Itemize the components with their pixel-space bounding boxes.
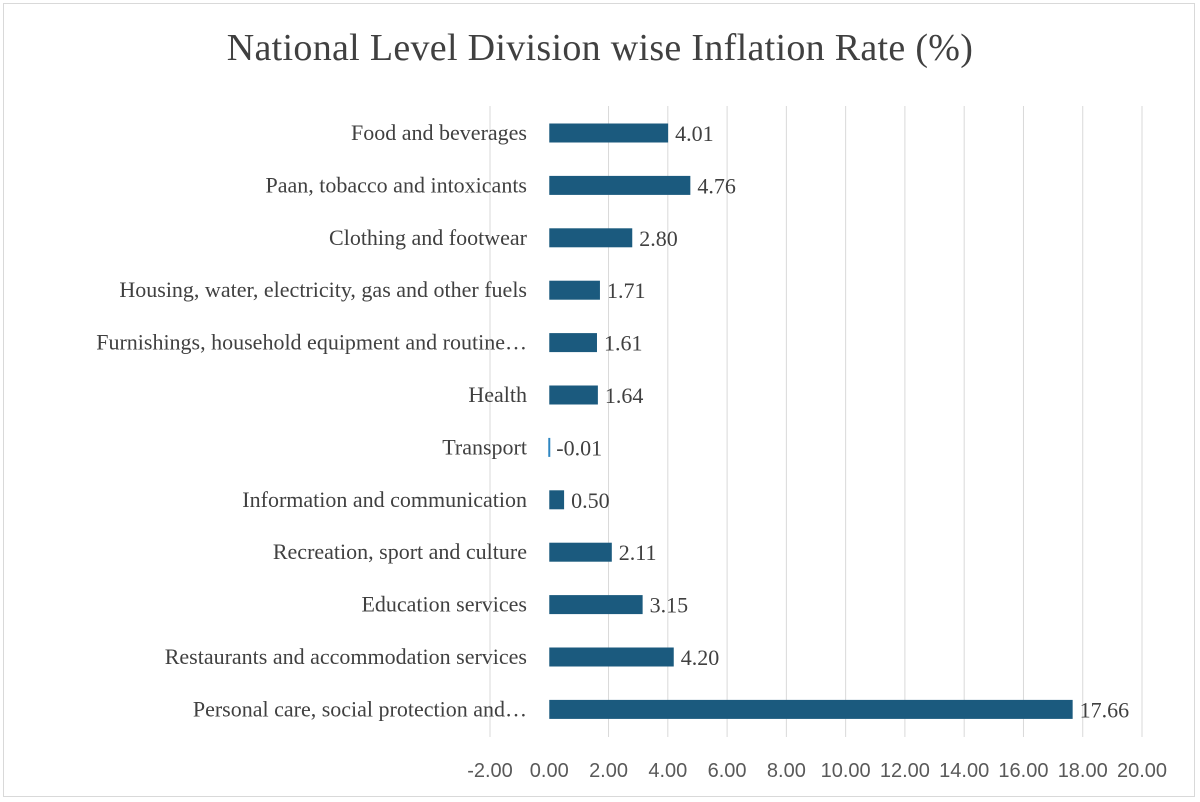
bar [549, 490, 565, 510]
category-label: Furnishings, household equipment and rou… [96, 330, 527, 355]
x-axis-ticks: -2.00 0.00 2.00 4.00 6.00 8.00 10.00 12.00 14.00… [467, 760, 1167, 782]
category-label: Personal care, social protection and… [193, 696, 527, 721]
category-labels: Food and beverages Paan, tobacco and into… [96, 120, 527, 721]
bar [549, 699, 1073, 719]
category-label: Housing, water, electricity, gas and oth… [119, 277, 527, 302]
bar [548, 437, 551, 457]
category-label: Education services [361, 592, 527, 617]
bar [549, 595, 643, 615]
x-tick-label: 18.00 [1058, 760, 1108, 782]
x-tick-label: 4.00 [648, 760, 687, 782]
data-label: -0.01 [556, 435, 602, 460]
category-label: Food and beverages [351, 120, 527, 145]
data-label: 2.80 [639, 226, 678, 251]
category-label: Recreation, sport and culture [273, 539, 527, 564]
data-label: 3.15 [650, 593, 689, 618]
data-label: 1.64 [605, 383, 644, 408]
bar [549, 647, 674, 667]
category-label: Health [468, 382, 527, 407]
data-label: 2.11 [619, 540, 657, 565]
data-label: 1.61 [604, 331, 643, 356]
data-label: 1.71 [607, 278, 646, 303]
gridlines [489, 106, 1143, 737]
bar [549, 175, 691, 195]
bar [549, 333, 597, 353]
value-labels: 4.01 4.76 2.80 1.71 1.61 1.64 -0.01 0.50 2.11 3.1… [556, 121, 1129, 722]
x-tick-label: 16.00 [998, 760, 1048, 782]
data-label: 4.76 [697, 173, 736, 198]
chart-title: National Level Division wise Inflation R… [226, 27, 974, 69]
category-label: Information and communication [242, 487, 527, 512]
category-label: Transport [442, 434, 527, 459]
x-tick-label: -2.00 [467, 760, 513, 782]
bars [548, 123, 1073, 719]
bar [549, 542, 612, 562]
bar [549, 385, 598, 405]
data-label: 17.66 [1080, 697, 1130, 722]
data-label: 4.20 [681, 645, 720, 670]
x-tick-label: 20.00 [1117, 760, 1167, 782]
x-tick-label: 6.00 [708, 760, 747, 782]
category-label: Clothing and footwear [329, 225, 528, 250]
data-label: 4.01 [675, 121, 714, 146]
x-tick-label: 12.00 [880, 760, 930, 782]
bar [549, 123, 669, 143]
bar [549, 228, 633, 248]
category-label: Restaurants and accommodation services [165, 644, 527, 669]
x-tick-label: 14.00 [939, 760, 989, 782]
x-tick-label: 0.00 [530, 760, 569, 782]
data-label: 0.50 [571, 488, 610, 513]
x-tick-label: 2.00 [589, 760, 628, 782]
category-label: Paan, tobacco and intoxicants [266, 172, 527, 197]
x-tick-label: 10.00 [821, 760, 871, 782]
x-tick-label: 8.00 [767, 760, 806, 782]
bar [549, 280, 600, 300]
